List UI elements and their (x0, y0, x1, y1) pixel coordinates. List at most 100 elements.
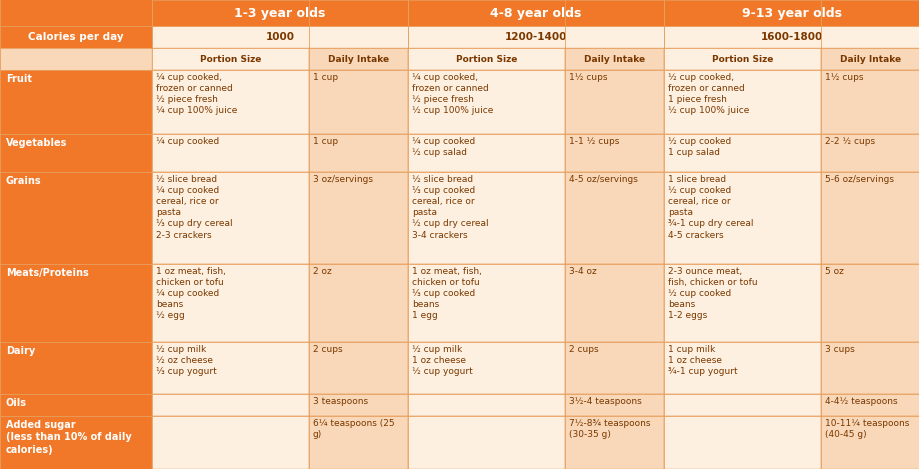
Bar (0, 0, 152, 26)
Bar (0, 70, 152, 134)
Text: 1600-1800: 1600-1800 (760, 32, 823, 42)
Text: Calories per day: Calories per day (28, 32, 124, 42)
Bar (0, 48, 152, 70)
Bar (152, 172, 309, 264)
Bar (407, 26, 664, 48)
Text: Added sugar
(less than 10% of daily
calories): Added sugar (less than 10% of daily calo… (6, 420, 131, 455)
Text: 3½-4 teaspoons: 3½-4 teaspoons (568, 397, 641, 406)
Bar (564, 134, 664, 172)
Bar (407, 416, 564, 469)
Bar (664, 134, 820, 172)
Text: 1 oz meat, fish,
chicken or tofu
⅓ cup cooked
beans
1 egg: 1 oz meat, fish, chicken or tofu ⅓ cup c… (412, 267, 482, 320)
Bar (820, 48, 919, 70)
Bar (152, 416, 309, 469)
Bar (152, 264, 309, 342)
Bar (564, 172, 664, 264)
Bar (407, 264, 564, 342)
Text: Daily Intake: Daily Intake (839, 54, 900, 63)
Text: ¼ cup cooked: ¼ cup cooked (156, 137, 219, 146)
Bar (152, 134, 309, 172)
Text: 10-11¼ teaspoons
(40-45 g): 10-11¼ teaspoons (40-45 g) (824, 419, 908, 439)
Bar (0, 416, 152, 469)
Bar (820, 264, 919, 342)
Text: Portion Size: Portion Size (199, 54, 261, 63)
Text: 2 cups: 2 cups (568, 345, 598, 354)
Bar (152, 394, 309, 416)
Bar (407, 0, 664, 26)
Text: Meats/Proteins: Meats/Proteins (6, 268, 88, 278)
Text: 9-13 year olds: 9-13 year olds (742, 7, 841, 20)
Text: Vegetables: Vegetables (6, 138, 67, 148)
Text: 7½-8¾ teaspoons
(30-35 g): 7½-8¾ teaspoons (30-35 g) (568, 419, 650, 439)
Bar (152, 342, 309, 394)
Bar (407, 48, 564, 70)
Bar (664, 172, 820, 264)
Bar (0, 26, 152, 48)
Text: 1-3 year olds: 1-3 year olds (234, 7, 325, 20)
Bar (152, 26, 407, 48)
Text: Daily Intake: Daily Intake (327, 54, 389, 63)
Text: 4-8 year olds: 4-8 year olds (490, 7, 581, 20)
Bar (309, 172, 407, 264)
Text: 1 cup milk
1 oz cheese
¾-1 cup yogurt: 1 cup milk 1 oz cheese ¾-1 cup yogurt (667, 345, 737, 376)
Bar (407, 134, 564, 172)
Bar (664, 0, 919, 26)
Bar (564, 70, 664, 134)
Text: 4-4½ teaspoons: 4-4½ teaspoons (824, 397, 897, 406)
Text: 5-6 oz/servings: 5-6 oz/servings (824, 175, 893, 184)
Text: ½ slice bread
¼ cup cooked
cereal, rice or
pasta
⅓ cup dry cereal
2-3 crackers: ½ slice bread ¼ cup cooked cereal, rice … (156, 175, 233, 240)
Text: Daily Intake: Daily Intake (584, 54, 644, 63)
Text: 5 oz: 5 oz (824, 267, 843, 276)
Bar (664, 48, 820, 70)
Text: Fruit: Fruit (6, 74, 32, 84)
Bar (0, 342, 152, 394)
Text: 1 cup: 1 cup (312, 137, 338, 146)
Text: Oils: Oils (6, 398, 27, 408)
Text: 3 oz/servings: 3 oz/servings (312, 175, 372, 184)
Text: 3 teaspoons: 3 teaspoons (312, 397, 368, 406)
Text: 2-3 ounce meat,
fish, chicken or tofu
½ cup cooked
beans
1-2 eggs: 2-3 ounce meat, fish, chicken or tofu ½ … (667, 267, 757, 320)
Bar (820, 172, 919, 264)
Text: Grains: Grains (6, 176, 41, 186)
Bar (152, 70, 309, 134)
Bar (309, 48, 407, 70)
Bar (309, 134, 407, 172)
Bar (407, 342, 564, 394)
Text: 1 cup: 1 cup (312, 73, 338, 82)
Text: ¼ cup cooked,
frozen or canned
½ piece fresh
¼ cup 100% juice: ¼ cup cooked, frozen or canned ½ piece f… (156, 73, 237, 115)
Bar (664, 70, 820, 134)
Bar (152, 0, 407, 26)
Bar (0, 264, 152, 342)
Text: ½ cup milk
½ oz cheese
⅓ cup yogurt: ½ cup milk ½ oz cheese ⅓ cup yogurt (156, 345, 217, 376)
Text: ½ slice bread
⅓ cup cooked
cereal, rice or
pasta
½ cup dry cereal
3-4 crackers: ½ slice bread ⅓ cup cooked cereal, rice … (412, 175, 488, 240)
Bar (0, 394, 152, 416)
Text: ¼ cup cooked
½ cup salad: ¼ cup cooked ½ cup salad (412, 137, 475, 157)
Bar (407, 172, 564, 264)
Text: 2 oz: 2 oz (312, 267, 332, 276)
Text: 2 cups: 2 cups (312, 345, 342, 354)
Text: 1½ cups: 1½ cups (824, 73, 863, 82)
Bar (564, 342, 664, 394)
Text: 1 oz meat, fish,
chicken or tofu
¼ cup cooked
beans
½ egg: 1 oz meat, fish, chicken or tofu ¼ cup c… (156, 267, 226, 320)
Bar (0, 172, 152, 264)
Text: 2-2 ½ cups: 2-2 ½ cups (824, 137, 874, 146)
Bar (407, 70, 564, 134)
Text: 6¼ teaspoons (25
g): 6¼ teaspoons (25 g) (312, 419, 394, 439)
Text: 3 cups: 3 cups (824, 345, 854, 354)
Text: 1½ cups: 1½ cups (568, 73, 607, 82)
Bar (564, 394, 664, 416)
Bar (309, 342, 407, 394)
Bar (309, 416, 407, 469)
Text: 1-1 ½ cups: 1-1 ½ cups (568, 137, 618, 146)
Bar (0, 134, 152, 172)
Bar (152, 48, 309, 70)
Text: ¼ cup cooked,
frozen or canned
½ piece fresh
½ cup 100% juice: ¼ cup cooked, frozen or canned ½ piece f… (412, 73, 493, 115)
Text: ½ cup cooked,
frozen or canned
1 piece fresh
½ cup 100% juice: ½ cup cooked, frozen or canned 1 piece f… (667, 73, 749, 115)
Bar (820, 134, 919, 172)
Bar (564, 416, 664, 469)
Bar (664, 394, 820, 416)
Bar (820, 342, 919, 394)
Bar (309, 394, 407, 416)
Text: Portion Size: Portion Size (455, 54, 516, 63)
Text: Dairy: Dairy (6, 346, 35, 356)
